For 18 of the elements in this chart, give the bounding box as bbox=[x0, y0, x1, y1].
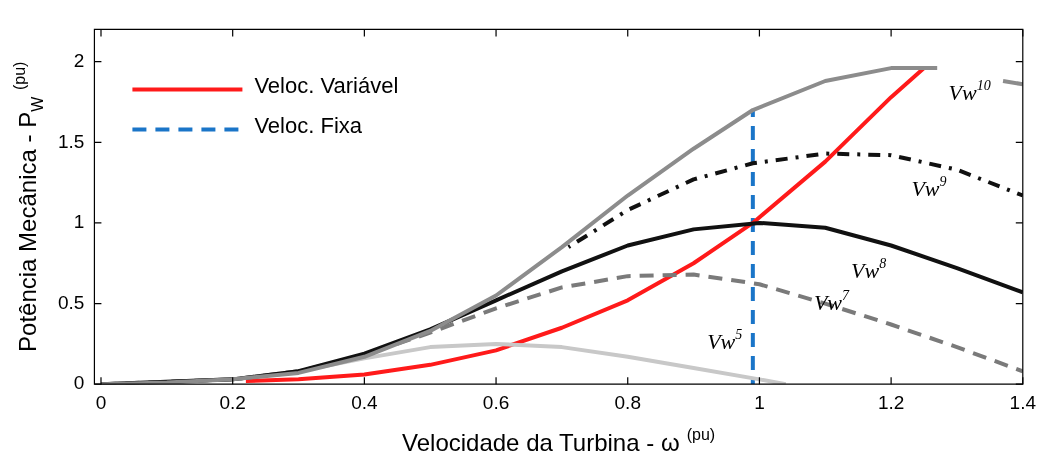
y-tick-label: 0 bbox=[73, 372, 85, 394]
y-tick-label: 1 bbox=[73, 211, 85, 233]
legend-label: Veloc. Fixa bbox=[254, 113, 363, 139]
x-tick-label: 1.4 bbox=[1009, 391, 1037, 413]
x-tick-label: 0.8 bbox=[614, 391, 641, 413]
y-tick-label: 1.5 bbox=[57, 130, 85, 152]
line-series bbox=[566, 151, 1023, 250]
y-tick-label: 0.5 bbox=[57, 291, 85, 313]
x-tick-label: 0.4 bbox=[351, 391, 378, 413]
y-tick-label: 2 bbox=[73, 49, 85, 71]
x-tick-label: 0 bbox=[95, 391, 107, 413]
x-tick-label: 1 bbox=[754, 391, 765, 413]
x-axis-title: Velocidade da Turbina - ω (pu) bbox=[402, 426, 716, 456]
legend-label: Veloc. Variável bbox=[254, 73, 399, 99]
y-axis-title: Potência Mecânica - PW (pu) bbox=[11, 61, 47, 352]
x-tick-label: 1.2 bbox=[877, 391, 905, 413]
x-tick-label: 0.6 bbox=[482, 391, 510, 413]
x-tick-label: 0.2 bbox=[219, 391, 246, 413]
